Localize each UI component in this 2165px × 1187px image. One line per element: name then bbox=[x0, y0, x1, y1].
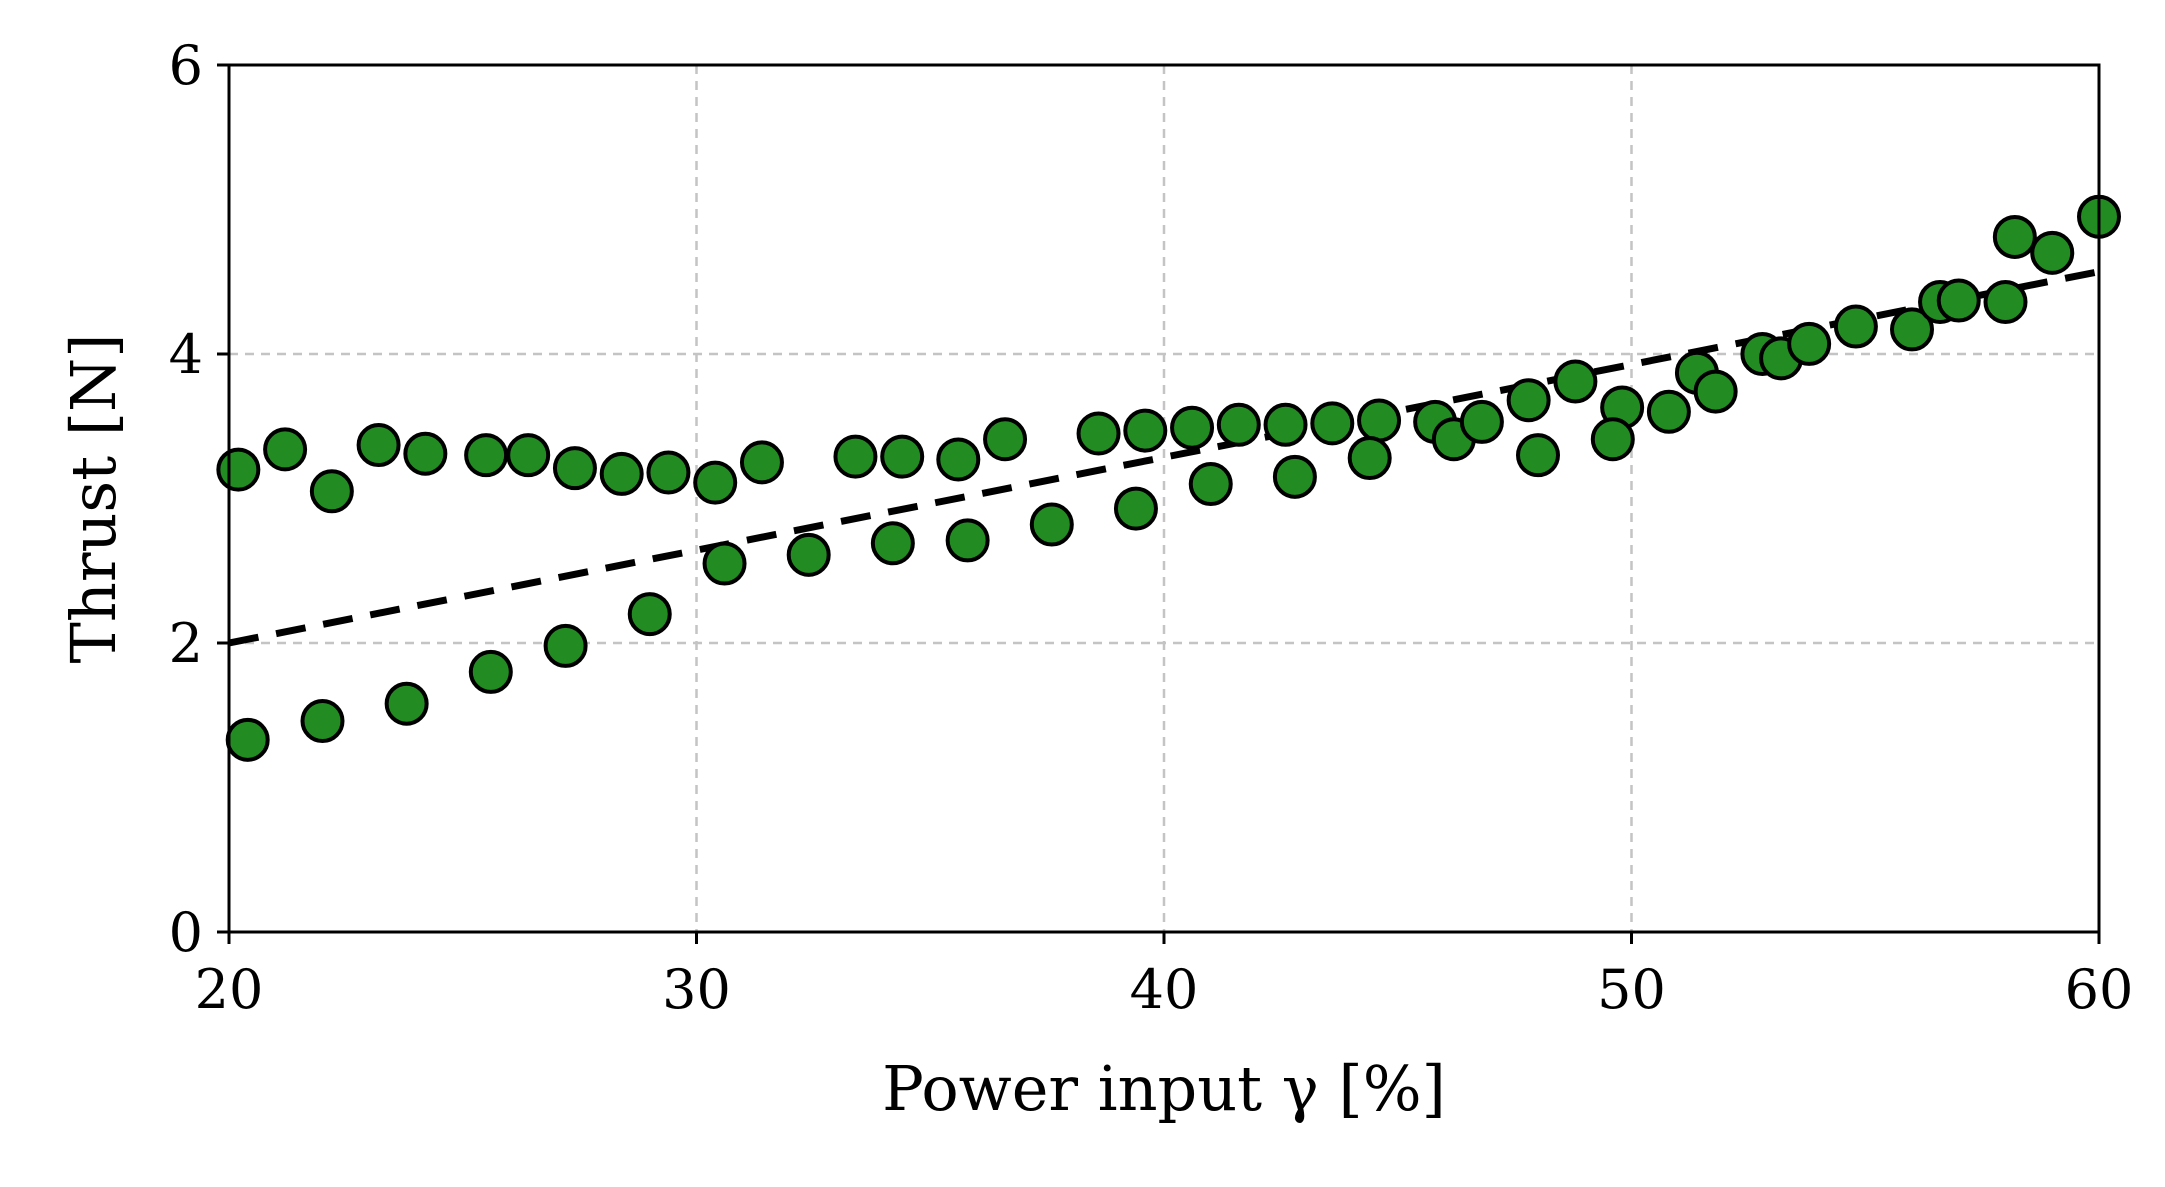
data-point bbox=[702, 541, 747, 586]
data-point bbox=[1347, 436, 1392, 481]
data-point bbox=[1310, 401, 1355, 446]
data-point bbox=[1833, 304, 1878, 349]
data-point bbox=[1357, 398, 1402, 443]
data-point bbox=[1459, 399, 1504, 444]
data-point bbox=[945, 518, 990, 563]
fit-line bbox=[228, 268, 2100, 647]
data-point bbox=[464, 433, 509, 478]
data-point bbox=[1992, 214, 2037, 259]
data-point bbox=[1553, 359, 1598, 404]
data-point bbox=[1506, 378, 1551, 423]
data-point bbox=[693, 460, 738, 505]
data-point bbox=[646, 450, 691, 495]
data-point bbox=[543, 623, 588, 668]
data-point bbox=[356, 423, 401, 468]
data-point bbox=[468, 649, 513, 694]
data-point bbox=[983, 417, 1028, 462]
tick-labels: 20 30 40 50 60 0 2 4 6 bbox=[169, 34, 2134, 1021]
data-point bbox=[216, 447, 261, 492]
y-axis-label: Thrust [N] bbox=[57, 334, 130, 664]
x-axis-label: Power input γ [%] bbox=[882, 1052, 1446, 1125]
data-point bbox=[225, 717, 270, 762]
data-point bbox=[552, 446, 597, 491]
grid-lines bbox=[229, 65, 2099, 932]
data-point bbox=[936, 437, 981, 482]
data-point bbox=[1693, 369, 1738, 414]
data-point bbox=[384, 681, 429, 726]
data-point bbox=[1076, 411, 1121, 456]
y-tick-label: 4 bbox=[169, 323, 203, 386]
data-point bbox=[1170, 405, 1215, 450]
data-point bbox=[833, 434, 878, 479]
y-tick-label: 0 bbox=[169, 901, 203, 964]
data-point bbox=[1936, 278, 1981, 323]
data-point bbox=[1983, 279, 2028, 324]
data-point bbox=[1113, 486, 1158, 531]
x-tick-label: 20 bbox=[195, 958, 264, 1021]
data-point bbox=[599, 451, 644, 496]
data-point bbox=[1263, 402, 1308, 447]
data-point bbox=[1516, 433, 1560, 478]
data-point bbox=[1188, 462, 1233, 507]
data-point bbox=[403, 431, 448, 476]
fit-line-layer bbox=[228, 268, 2100, 647]
data-point bbox=[1890, 307, 1934, 352]
data-point bbox=[263, 427, 308, 472]
data-point bbox=[1123, 408, 1168, 453]
data-point bbox=[627, 592, 672, 637]
x-tick-label: 60 bbox=[2065, 958, 2134, 1021]
data-point bbox=[1787, 321, 1832, 366]
y-tick-label: 2 bbox=[169, 612, 203, 675]
data-point bbox=[1646, 389, 1691, 434]
data-point bbox=[1216, 402, 1261, 447]
data-point bbox=[309, 469, 354, 514]
data-points bbox=[216, 194, 2121, 762]
data-point bbox=[786, 532, 831, 577]
data-point bbox=[2030, 230, 2075, 275]
data-point bbox=[880, 434, 925, 479]
data-point bbox=[506, 433, 551, 478]
x-tick-label: 50 bbox=[1597, 958, 1666, 1021]
x-tick-label: 30 bbox=[662, 958, 731, 1021]
axis-ticks bbox=[217, 63, 2101, 944]
data-point bbox=[300, 699, 345, 744]
data-point bbox=[1029, 502, 1074, 547]
data-point bbox=[870, 521, 915, 566]
x-tick-label: 40 bbox=[1130, 958, 1199, 1021]
data-point bbox=[739, 440, 784, 485]
data-point bbox=[1272, 454, 1317, 499]
y-tick-label: 6 bbox=[169, 34, 203, 97]
data-point bbox=[1590, 417, 1635, 462]
